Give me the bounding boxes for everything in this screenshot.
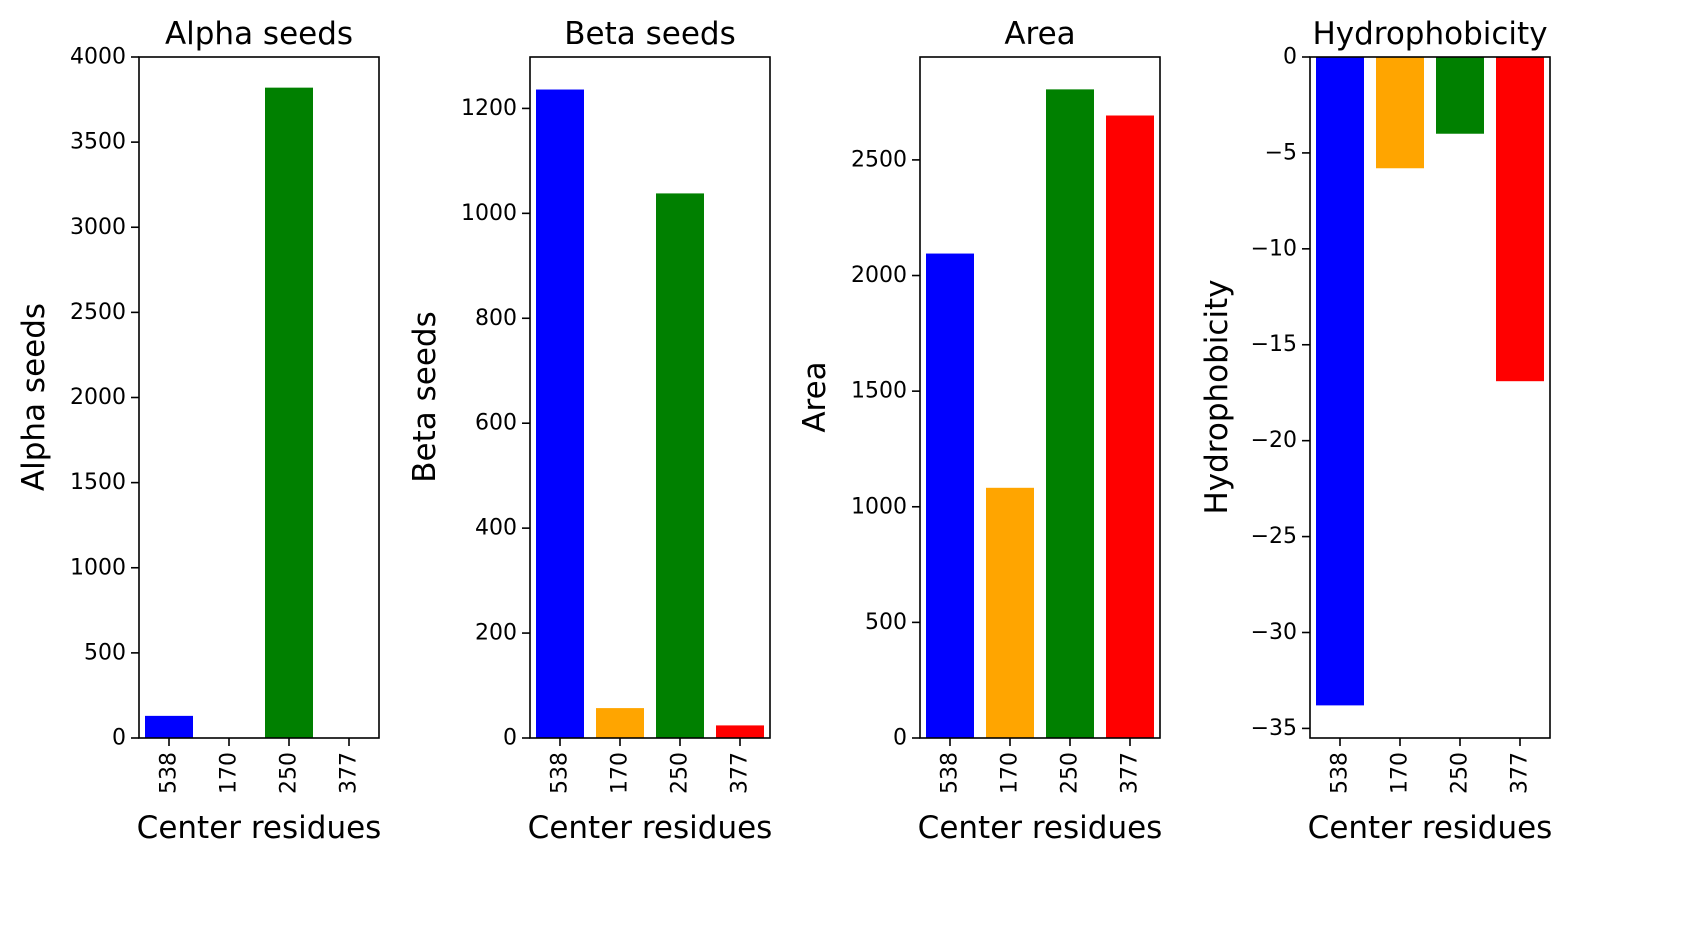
x-tick-label: 377 xyxy=(728,752,753,794)
panel-beta-seeds: Beta seeds 0 200 400 600 800 1000 1200 538 170 2… xyxy=(407,16,772,846)
x-tick-label: 170 xyxy=(998,752,1023,794)
y-tick-label: 4000 xyxy=(70,45,126,70)
bar-250 xyxy=(1046,89,1094,738)
bar-250 xyxy=(1436,57,1484,134)
x-tick-label: 538 xyxy=(938,752,963,794)
y-tick-label: 0 xyxy=(893,726,907,751)
x-tick-label: 538 xyxy=(157,752,182,794)
x-tick-label: 250 xyxy=(1058,752,1083,794)
y-tick-label: −35 xyxy=(1251,716,1297,741)
y-tick-label: 400 xyxy=(475,516,517,541)
y-tick-label: 1000 xyxy=(70,555,126,580)
bar-170 xyxy=(1376,57,1424,169)
y-tick-label: 800 xyxy=(475,306,517,331)
y-tick-label: 2500 xyxy=(851,147,907,172)
panel-alpha-seeds: Alpha seeds 0 500 1000 1500 2000 2500 3000 3500… xyxy=(16,16,381,846)
plot-frame xyxy=(919,56,1161,739)
y-tick-label: −15 xyxy=(1251,332,1297,357)
y-axis-label: Area xyxy=(797,361,833,432)
panel-title: Hydrophobicity xyxy=(1312,16,1547,52)
y-tick-label: 0 xyxy=(112,726,126,751)
y-tick-label: 500 xyxy=(865,610,907,635)
bar-538 xyxy=(145,715,193,738)
y-tick-label: 0 xyxy=(1283,45,1297,70)
bar-538 xyxy=(1316,57,1364,706)
panel-title: Area xyxy=(1004,16,1075,52)
y-tick-label: −20 xyxy=(1251,428,1297,453)
bar-377 xyxy=(716,725,764,738)
y-tick-label: 1200 xyxy=(461,96,517,121)
y-tick-label: 200 xyxy=(475,621,517,646)
y-tick-label: 0 xyxy=(503,726,517,751)
x-tick-label: 377 xyxy=(1508,752,1533,794)
x-tick-label: 377 xyxy=(337,752,362,794)
x-axis-label: Center residues xyxy=(528,810,773,846)
panel-title: Beta seeds xyxy=(564,16,735,52)
bar-250 xyxy=(656,193,704,739)
y-tick-label: 2000 xyxy=(70,385,126,410)
x-tick-label: 250 xyxy=(1448,752,1473,794)
y-tick-label: 2000 xyxy=(851,263,907,288)
x-tick-label: 250 xyxy=(668,752,693,794)
x-tick-label: 170 xyxy=(1388,752,1413,794)
y-tick-label: 3000 xyxy=(70,215,126,240)
bar-250 xyxy=(265,87,313,738)
panel-hydrophobicity: Hydrophobicity 0 −5 −10 −15 −20 −25 −30 −35 538… xyxy=(1199,16,1552,846)
y-tick-label: 1000 xyxy=(851,494,907,519)
bar-538 xyxy=(926,253,974,739)
x-tick-label: 170 xyxy=(217,752,242,794)
x-axis-label: Center residues xyxy=(137,810,382,846)
y-tick-label: −10 xyxy=(1251,236,1297,261)
y-tick-label: 2500 xyxy=(70,300,126,325)
x-tick-label: 250 xyxy=(277,752,302,794)
bar-538 xyxy=(536,89,584,738)
x-axis-label: Center residues xyxy=(918,810,1163,846)
y-tick-label: −25 xyxy=(1251,524,1297,549)
y-tick-label: 600 xyxy=(475,411,517,436)
bar-377 xyxy=(1496,57,1544,382)
bar-170 xyxy=(596,708,644,738)
y-axis-label: Beta seeds xyxy=(407,311,443,482)
y-tick-label: 3500 xyxy=(70,130,126,155)
panel-title: Alpha seeds xyxy=(165,16,353,52)
y-tick-label: 500 xyxy=(84,640,126,665)
plot-frame xyxy=(529,56,771,739)
bar-170 xyxy=(986,487,1034,738)
x-tick-label: 538 xyxy=(548,752,573,794)
x-tick-label: 170 xyxy=(608,752,633,794)
bar-377 xyxy=(1106,115,1154,739)
y-tick-label: −30 xyxy=(1251,620,1297,645)
y-axis-label: Hydrophobicity xyxy=(1199,279,1235,514)
y-tick-label: 1000 xyxy=(461,201,517,226)
x-tick-label: 538 xyxy=(1328,752,1353,794)
panel-area: Area 0 500 1000 1500 2000 2500 538 170 250 377 A… xyxy=(797,16,1162,846)
y-tick-label: 1500 xyxy=(70,470,126,495)
x-tick-label: 377 xyxy=(1118,752,1143,794)
y-tick-label: −5 xyxy=(1265,140,1297,165)
y-tick-label: 1500 xyxy=(851,379,907,404)
x-axis-label: Center residues xyxy=(1308,810,1553,846)
y-axis-label: Alpha seeds xyxy=(16,303,52,491)
plot-frame xyxy=(1309,56,1551,739)
